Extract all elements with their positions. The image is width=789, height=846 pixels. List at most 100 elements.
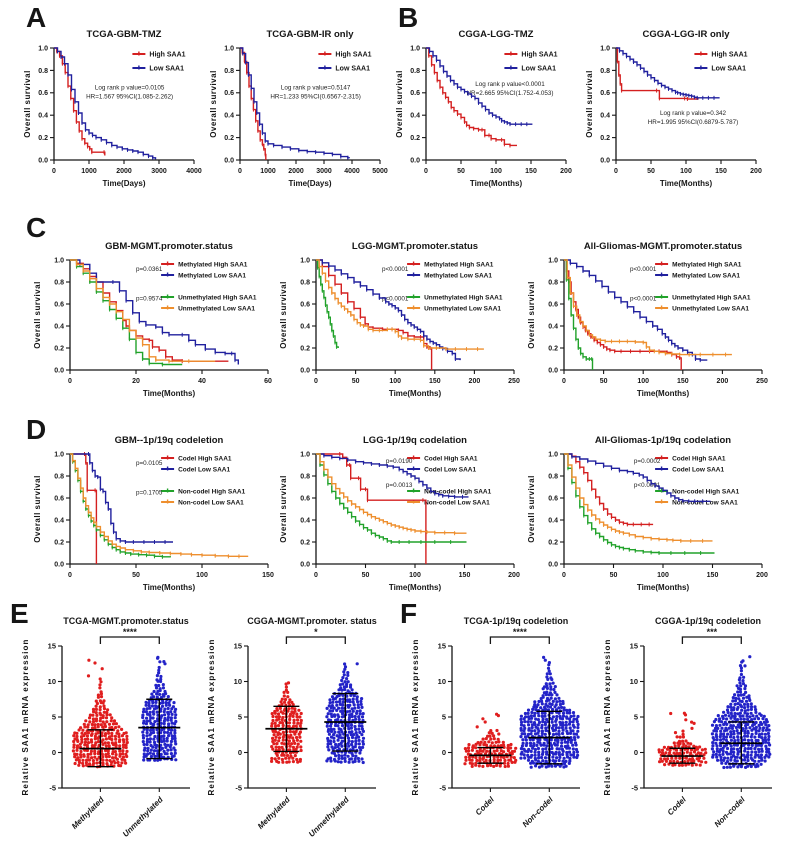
svg-text:150: 150: [429, 378, 441, 385]
svg-text:Time(Months): Time(Months): [470, 179, 523, 188]
svg-text:0.8: 0.8: [300, 279, 310, 286]
svg-text:Time(Months): Time(Months): [389, 389, 442, 398]
svg-text:0.4: 0.4: [54, 517, 64, 524]
svg-text:0.4: 0.4: [548, 323, 558, 330]
svg-text:0.2: 0.2: [300, 345, 310, 352]
svg-text:Unmethylated Low SAA1: Unmethylated Low SAA1: [424, 305, 501, 312]
svg-text:TCGA-GBM-IR only: TCGA-GBM-IR only: [266, 29, 354, 40]
svg-text:0.0: 0.0: [600, 157, 610, 164]
km-plot-tcga-gbm-ir-only: TCGA-GBM-IR only 0.0 0.2 0.4 0.6 0.8 1.0 0 1000 2…: [206, 24, 388, 202]
svg-text:0: 0: [52, 168, 56, 175]
svg-text:HR=2.665 95%CI(1.752-4.053): HR=2.665 95%CI(1.752-4.053): [467, 90, 554, 97]
svg-text:0.6: 0.6: [410, 90, 420, 97]
svg-text:Non-codel High SAA1: Non-codel High SAA1: [424, 488, 492, 495]
svg-text:-5: -5: [235, 784, 242, 793]
svg-text:p<0.0001: p<0.0001: [382, 266, 409, 273]
svg-text:3000: 3000: [151, 168, 167, 175]
svg-text:Log rank p value=0.5147: Log rank p value=0.5147: [281, 84, 351, 91]
svg-text:0.8: 0.8: [38, 68, 48, 75]
svg-text:60: 60: [264, 378, 272, 385]
svg-text:0.2: 0.2: [224, 135, 234, 142]
svg-text:p<0.0001: p<0.0001: [382, 296, 409, 303]
svg-text:0.2: 0.2: [548, 539, 558, 546]
svg-text:All-Gliomas-MGMT.promoter.stat: All-Gliomas-MGMT.promoter.status: [584, 241, 742, 252]
svg-text:Unmethylated: Unmethylated: [121, 794, 166, 839]
svg-text:Relative SAA1 mRNA expression: Relative SAA1 mRNA expression: [603, 639, 612, 796]
svg-text:p=0.9574: p=0.9574: [136, 296, 163, 303]
svg-text:10: 10: [630, 677, 638, 686]
svg-text:0.8: 0.8: [224, 68, 234, 75]
svg-text:-5: -5: [49, 784, 56, 793]
dotplot-cgga-mgmt-promoter-status: CGGA-MGMT.promoter. status -5 0 5 10 15 Relati…: [202, 610, 382, 844]
svg-text:CGGA-MGMT.promoter. status: CGGA-MGMT.promoter. status: [247, 616, 377, 626]
svg-text:All-Gliomas-1p/19q codelation: All-Gliomas-1p/19q codelation: [595, 435, 731, 446]
svg-text:0.8: 0.8: [54, 279, 64, 286]
dotplot-tcga-mgmt-promoter-status: TCGA-MGMT.promoter.status -5 0 5 10 15 Relativ…: [16, 610, 196, 844]
svg-text:0: 0: [238, 168, 242, 175]
svg-text:Methylated High SAA1: Methylated High SAA1: [672, 261, 742, 268]
svg-text:Low SAA1: Low SAA1: [711, 65, 746, 72]
svg-text:Non-codel: Non-codel: [521, 795, 556, 830]
svg-text:Codel: Codel: [666, 795, 689, 818]
svg-text:200: 200: [508, 572, 520, 579]
km-plot-lgg-mgmt-promoter-status: LGG-MGMT.promoter.status 0.0 0.2 0.4 0.6 0.8 1…: [276, 238, 526, 410]
svg-text:Codel High SAA1: Codel High SAA1: [424, 455, 478, 462]
svg-text:Methylated: Methylated: [70, 794, 107, 831]
svg-text:Time(Months): Time(Months): [389, 583, 442, 592]
km-plot-all-gliomas-1p19q-codelation: All-Gliomas-1p/19q codelation 0.0 0.2 0.4 0.…: [524, 432, 774, 604]
svg-text:Overall survival: Overall survival: [33, 281, 42, 349]
svg-text:Non-codel High SAA1: Non-codel High SAA1: [672, 488, 740, 495]
svg-text:0.4: 0.4: [600, 113, 610, 120]
svg-text:LGG-MGMT.promoter.status: LGG-MGMT.promoter.status: [352, 241, 478, 252]
svg-text:Time(Months): Time(Months): [637, 389, 690, 398]
svg-text:0.2: 0.2: [600, 135, 610, 142]
svg-text:CGGA-LGG-IR only: CGGA-LGG-IR only: [642, 29, 730, 40]
svg-text:2000: 2000: [288, 168, 304, 175]
svg-text:150: 150: [715, 168, 727, 175]
svg-text:Low SAA1: Low SAA1: [335, 65, 370, 72]
svg-text:0.0: 0.0: [410, 157, 420, 164]
svg-text:TCGA-1p/19q codeletion: TCGA-1p/19q codeletion: [464, 616, 569, 626]
svg-text:4000: 4000: [186, 168, 202, 175]
svg-text:250: 250: [756, 378, 768, 385]
svg-text:100: 100: [680, 168, 692, 175]
svg-text:Unmethylated High SAA1: Unmethylated High SAA1: [672, 294, 751, 301]
svg-text:p=0.0361: p=0.0361: [136, 266, 163, 273]
svg-text:Log rank p value=0.0105: Log rank p value=0.0105: [95, 84, 165, 91]
svg-text:Overall survival: Overall survival: [279, 281, 288, 349]
svg-text:1.0: 1.0: [38, 45, 48, 52]
svg-text:15: 15: [438, 642, 446, 651]
km-plot-cgga-lgg-ir-only: CGGA-LGG-IR only 0.0 0.2 0.4 0.6 0.8 1.0 0 50 100…: [582, 24, 764, 202]
svg-text:TCGA-GBM-TMZ: TCGA-GBM-TMZ: [87, 29, 162, 40]
panel-label-b: B: [398, 2, 419, 33]
svg-text:150: 150: [459, 572, 471, 579]
svg-text:5: 5: [238, 713, 242, 722]
svg-text:****: ****: [513, 627, 528, 637]
svg-text:Low SAA1: Low SAA1: [149, 65, 184, 72]
svg-text:Relative SAA1 mRNA expression: Relative SAA1 mRNA expression: [21, 639, 30, 796]
svg-text:50: 50: [647, 168, 655, 175]
svg-text:1.0: 1.0: [300, 257, 310, 264]
panel-label-f: F: [400, 598, 418, 629]
svg-text:Methylated Low SAA1: Methylated Low SAA1: [672, 272, 740, 279]
panel-label-e: E: [10, 598, 29, 629]
svg-text:p=0.0105: p=0.0105: [136, 460, 163, 467]
svg-text:Log rank p value=0.342: Log rank p value=0.342: [660, 110, 726, 117]
svg-text:1.0: 1.0: [410, 45, 420, 52]
svg-text:GBM-MGMT.promoter.status: GBM-MGMT.promoter.status: [105, 241, 233, 252]
km-plot-cgga-lgg-tmz: CGGA-LGG-TMZ 0.0 0.2 0.4 0.6 0.8 1.0 0 50 100 150 2…: [392, 24, 574, 202]
km-plot-all-gliomas-mgmt-promoter-status: All-Gliomas-MGMT.promoter.status 0.0 0.2 0.…: [524, 238, 774, 410]
svg-text:CGGA-1p/19q codeletion: CGGA-1p/19q codeletion: [655, 616, 761, 626]
svg-text:0: 0: [614, 168, 618, 175]
svg-text:High SAA1: High SAA1: [521, 51, 557, 58]
svg-text:50: 50: [457, 168, 465, 175]
svg-text:50: 50: [600, 378, 608, 385]
svg-text:5000: 5000: [372, 168, 388, 175]
svg-text:15: 15: [234, 642, 242, 651]
svg-text:p=0.0002: p=0.0002: [634, 458, 661, 465]
svg-text:Methylated High SAA1: Methylated High SAA1: [178, 261, 248, 268]
svg-text:Log rank p value<0.0001: Log rank p value<0.0001: [475, 81, 545, 88]
svg-text:0: 0: [314, 378, 318, 385]
svg-text:100: 100: [389, 378, 401, 385]
